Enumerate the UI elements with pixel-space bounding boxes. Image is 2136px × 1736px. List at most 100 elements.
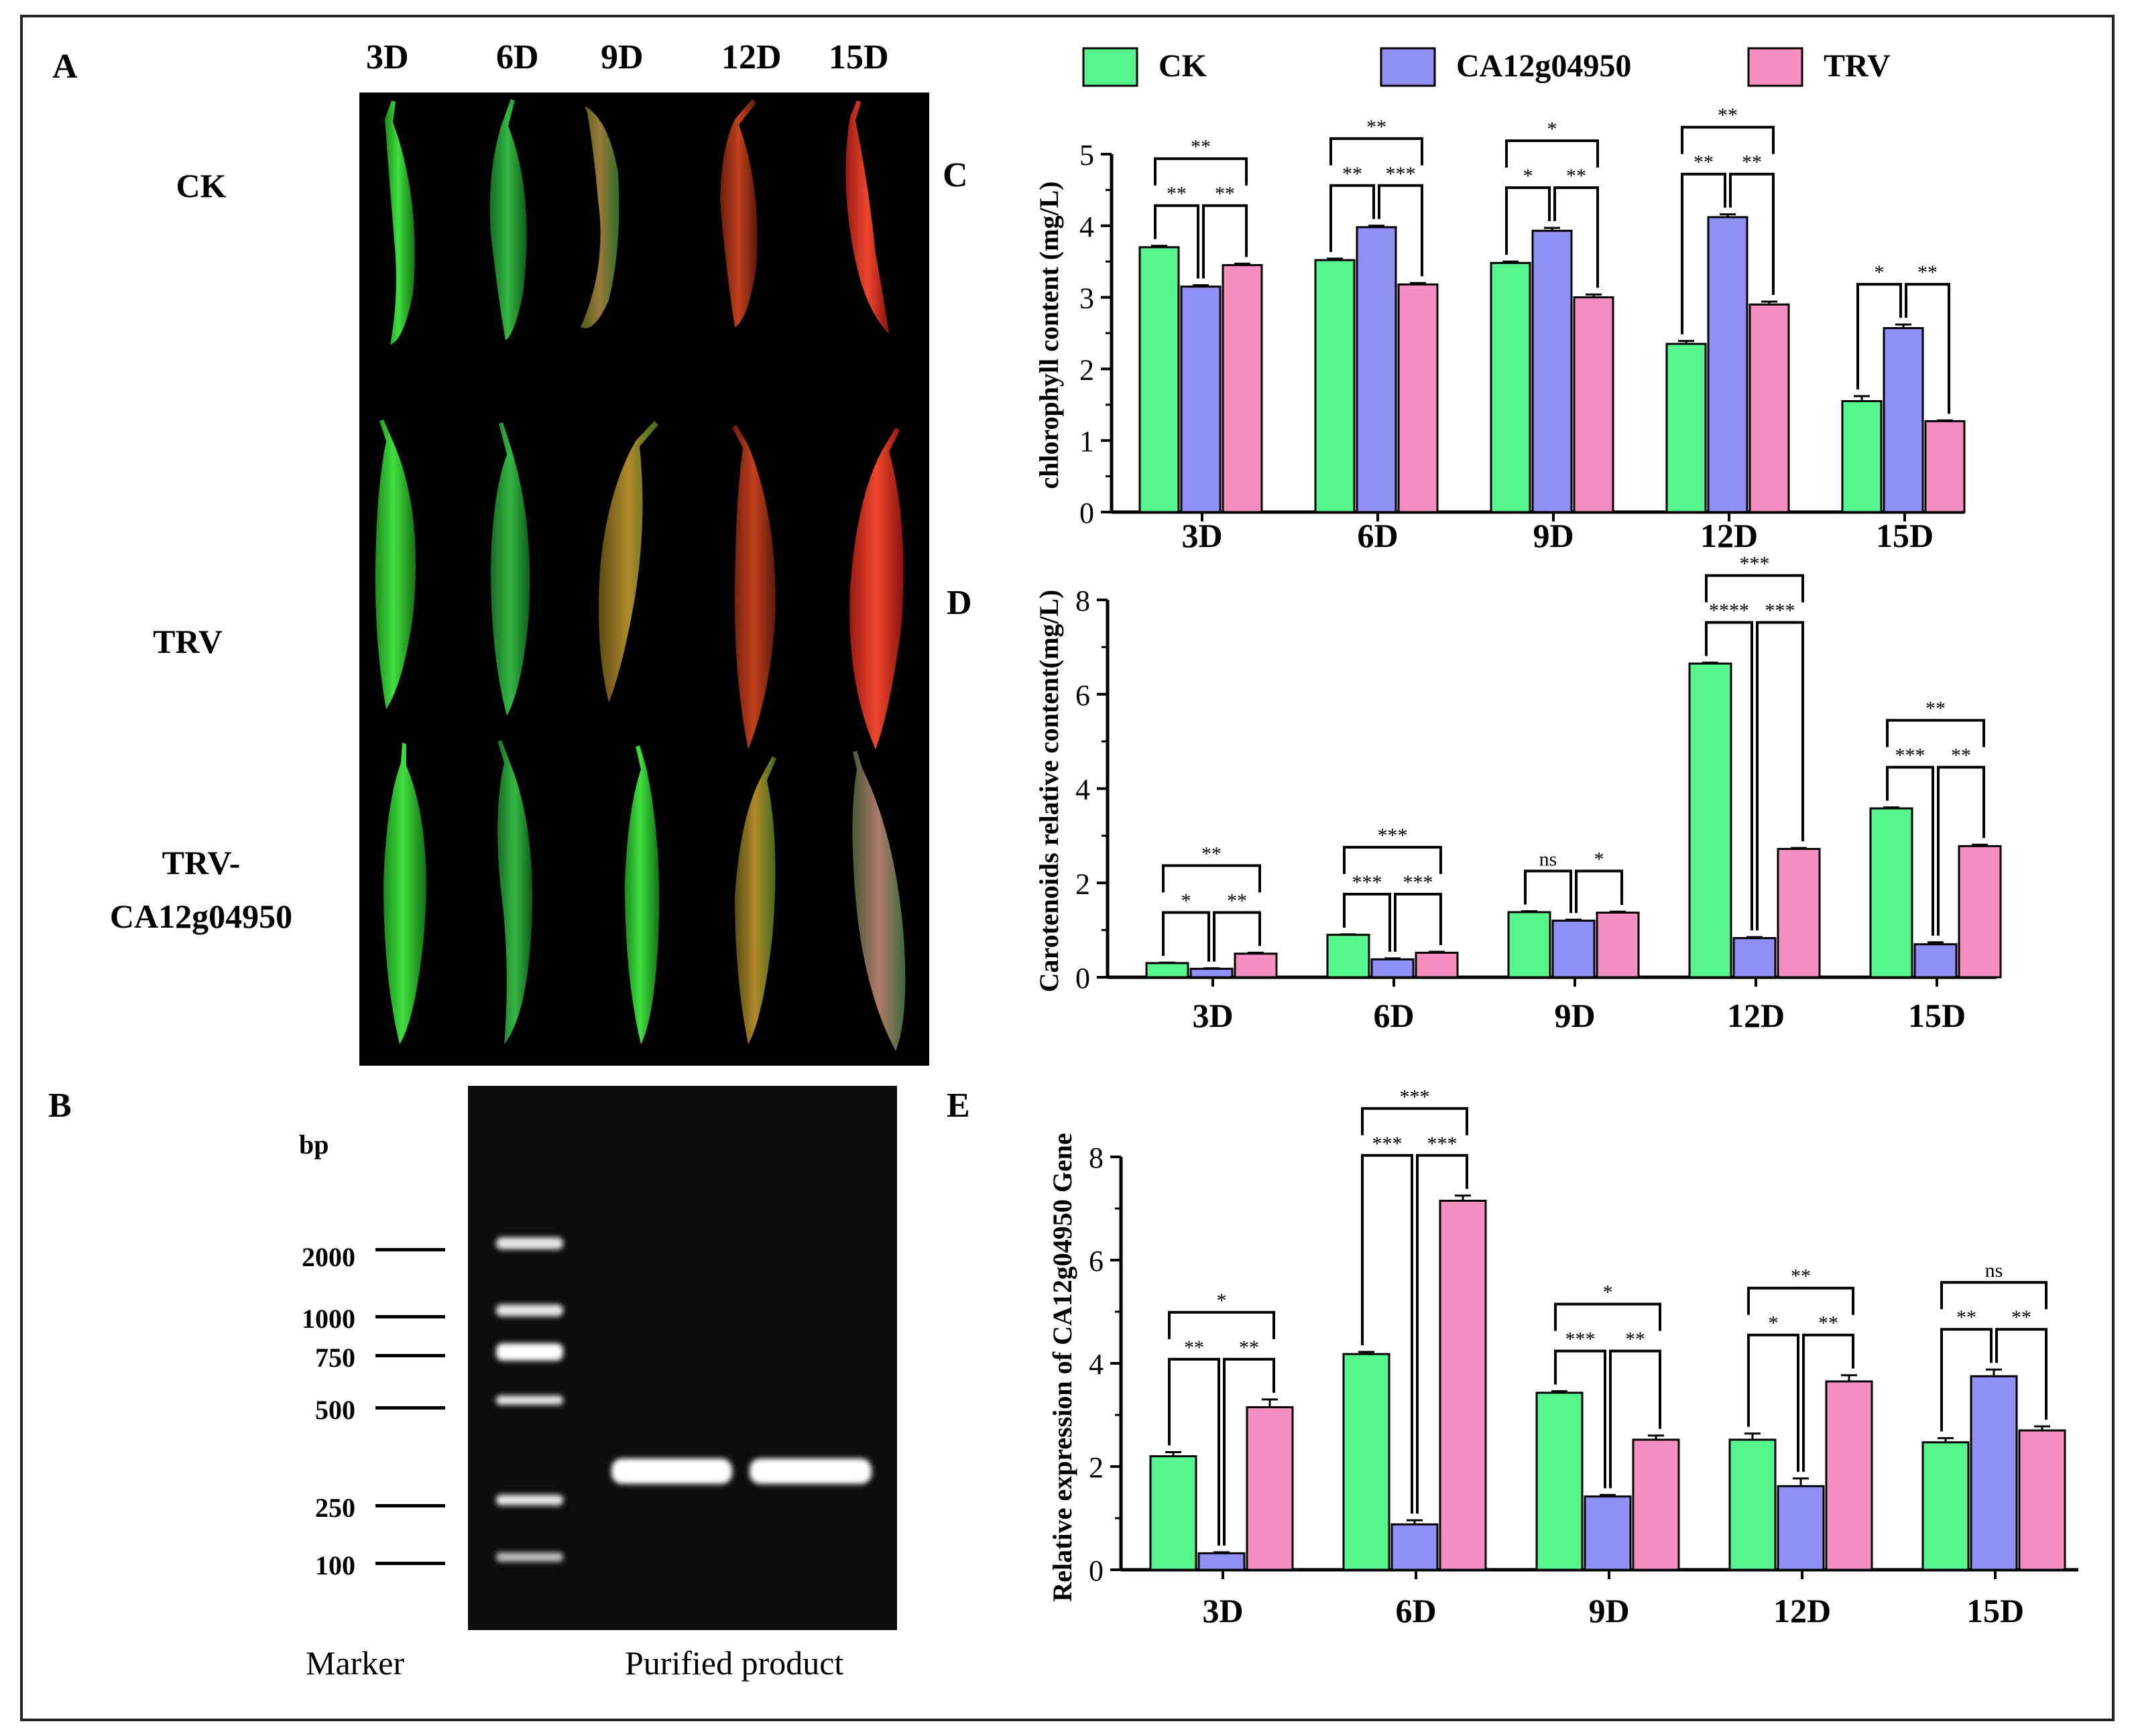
bar-d-15d-1 bbox=[1869, 807, 1913, 979]
sig-bracket-left-c-label: ** bbox=[1342, 163, 1362, 185]
sig-bracket-right-c-label: ** bbox=[1917, 261, 1938, 284]
sig-bracket-top-c bbox=[1505, 139, 1599, 168]
sig-bracket-right-d-label: *** bbox=[1765, 600, 1795, 622]
bar-d-3d-2 bbox=[1189, 967, 1234, 979]
sig-bracket-top-d-label: ** bbox=[1925, 698, 1946, 720]
pepper-photo-grid bbox=[359, 92, 929, 1066]
sig-bracket-right-e-label: ** bbox=[2011, 1306, 2031, 1328]
y-tick-label-c: 2 bbox=[1079, 353, 1094, 386]
legend-label-1: CK bbox=[1159, 48, 1207, 84]
purified-product-lanes bbox=[611, 1459, 872, 1484]
bp-tick-1000 bbox=[375, 1315, 445, 1318]
y-tick-label-c: 0 bbox=[1079, 497, 1094, 530]
sig-bracket-top-d bbox=[1162, 864, 1261, 893]
sig-bracket-left-d-label: *** bbox=[1895, 745, 1925, 767]
sig-bracket-right-c-label: ** bbox=[1215, 183, 1235, 205]
bp-tick-500 bbox=[375, 1406, 445, 1410]
sig-bracket-left-e-label: ** bbox=[1184, 1337, 1204, 1359]
bar-d-12d-2 bbox=[1732, 937, 1777, 979]
sig-bracket-top-d-label: *** bbox=[1740, 553, 1770, 575]
sig-bracket-right-e bbox=[1802, 1333, 1854, 1472]
sig-bracket-left-c bbox=[1681, 172, 1726, 334]
sig-bracket-right-c bbox=[1378, 184, 1423, 277]
bar-d-9d-1 bbox=[1507, 911, 1551, 979]
pepper-trv-15d bbox=[849, 428, 904, 749]
sig-bracket-right-c bbox=[1729, 172, 1775, 296]
y-axis-title-d: Carotenoids relative content(mg/L) bbox=[1034, 590, 1064, 993]
sig-bracket-left-d bbox=[1524, 869, 1572, 914]
sig-bracket-left-e bbox=[1940, 1328, 1993, 1432]
y-tick-label-e: 0 bbox=[1089, 1554, 1104, 1587]
bar-c-3d-2 bbox=[1180, 286, 1222, 513]
x-tick-label-e: 3D bbox=[1202, 1592, 1243, 1629]
bar-e-6d-1 bbox=[1342, 1353, 1390, 1571]
bar-c-6d-3 bbox=[1397, 283, 1439, 513]
y-axis-title-e: Relative expression of CA12g04950 Gene bbox=[1047, 1133, 1077, 1601]
sig-bracket-left-d-label: * bbox=[1181, 889, 1191, 912]
agarose-gel-image bbox=[468, 1086, 897, 1630]
sig-bracket-right-e bbox=[1609, 1349, 1661, 1489]
legend-label-3: TRV bbox=[1824, 48, 1891, 84]
bar-e-12d-2 bbox=[1777, 1485, 1825, 1571]
bar-e-9d-3 bbox=[1632, 1438, 1680, 1571]
sig-bracket-top-e-label: * bbox=[1217, 1290, 1227, 1312]
sig-bracket-right-d-label: *** bbox=[1403, 871, 1433, 893]
bar-c-9d-3 bbox=[1573, 296, 1614, 513]
y-tick-label-d: 6 bbox=[1075, 679, 1090, 712]
figure-frame bbox=[20, 15, 2115, 1721]
sig-bracket-top-e-label: * bbox=[1603, 1282, 1613, 1304]
sig-bracket-left-d-label: ns bbox=[1539, 848, 1557, 870]
x-tick-label-c: 6D bbox=[1357, 517, 1398, 554]
y-tick-label-c: 5 bbox=[1079, 139, 1094, 172]
x-tick-label-c: 3D bbox=[1181, 517, 1222, 554]
sig-bracket-top-e-label: ns bbox=[1985, 1259, 2003, 1282]
sig-bracket-right-d bbox=[1394, 892, 1442, 952]
sig-bracket-top-d bbox=[1886, 719, 1985, 747]
y-tick-label-e: 8 bbox=[1089, 1141, 1104, 1174]
bar-c-12d-3 bbox=[1748, 303, 1790, 513]
bp-tick-250 bbox=[375, 1504, 445, 1507]
sig-bracket-left-e bbox=[1361, 1154, 1413, 1514]
sig-bracket-left-c-label: ** bbox=[1694, 151, 1714, 174]
bar-d-3d-3 bbox=[1234, 952, 1278, 979]
x-tick-label-c: 9D bbox=[1533, 517, 1574, 554]
bp-label-1000: 1000 bbox=[302, 1304, 355, 1334]
x-tick-label-e: 15D bbox=[1966, 1592, 2024, 1629]
pepper-vigs-15d bbox=[852, 751, 906, 1051]
sig-bracket-right-d bbox=[1756, 621, 1804, 931]
sig-bracket-left-e bbox=[1747, 1333, 1799, 1472]
bp-unit-label: bp bbox=[299, 1129, 329, 1160]
bp-label-250: 250 bbox=[315, 1493, 355, 1523]
pepper-trv-9d bbox=[598, 421, 658, 702]
bar-e-15d-3 bbox=[2018, 1429, 2066, 1571]
pepper-trv-12d bbox=[732, 425, 776, 749]
sig-bracket-left-d bbox=[1886, 765, 1934, 936]
bar-d-12d-1 bbox=[1688, 662, 1732, 979]
y-tick-label-d: 4 bbox=[1075, 773, 1090, 806]
sig-bracket-top-e bbox=[1747, 1286, 1854, 1315]
x-tick-label-e: 6D bbox=[1395, 1592, 1436, 1629]
day-header-6d: 6D bbox=[496, 38, 539, 76]
y-tick-label-e: 6 bbox=[1089, 1245, 1104, 1278]
bar-d-12d-3 bbox=[1777, 848, 1821, 979]
sig-bracket-top-d-label: ** bbox=[1201, 843, 1222, 865]
bar-c-15d-3 bbox=[1924, 420, 1966, 513]
gel-caption-purified-product: Purified product bbox=[625, 1644, 844, 1682]
bar-c-3d-1 bbox=[1138, 246, 1180, 513]
pepper-vigs-6d bbox=[497, 740, 532, 1044]
sig-bracket-top-e bbox=[1554, 1302, 1661, 1331]
bar-c-15d-2 bbox=[1883, 327, 1924, 513]
row-header-trv: TRV bbox=[153, 623, 223, 660]
sig-bracket-right-e bbox=[1223, 1357, 1275, 1546]
day-header-15d: 15D bbox=[829, 38, 889, 76]
gel-caption-marker: Marker bbox=[306, 1644, 405, 1682]
marker-lane bbox=[496, 1237, 563, 1562]
y-tick-label-c: 1 bbox=[1079, 425, 1094, 458]
pepper-ck-12d bbox=[720, 99, 758, 327]
sig-bracket-left-e-label: *** bbox=[1372, 1133, 1403, 1155]
bar-c-9d-2 bbox=[1531, 229, 1573, 513]
panel-label-e: E bbox=[947, 1087, 970, 1125]
pepper-ck-9d bbox=[581, 106, 619, 328]
bar-d-3d-1 bbox=[1145, 962, 1189, 979]
